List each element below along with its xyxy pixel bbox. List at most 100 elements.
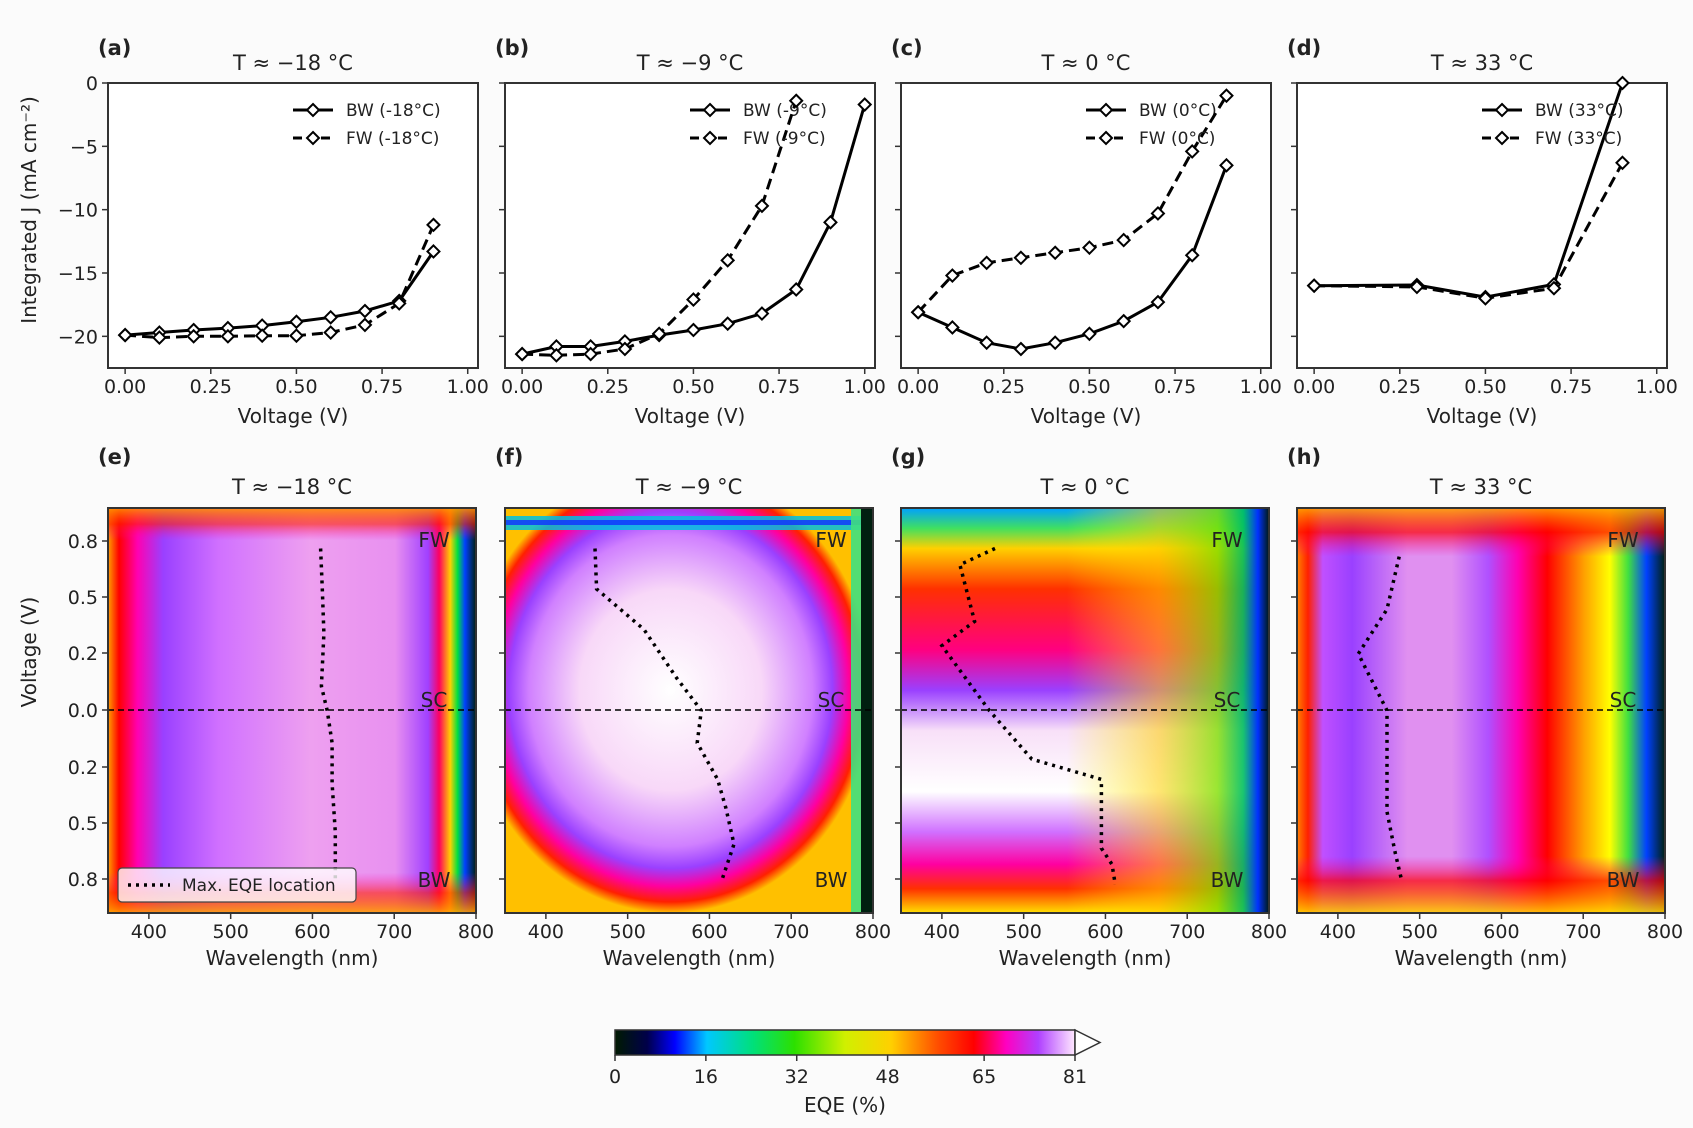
x-tick-label: 800 [458,921,494,943]
x-axis-label: Voltage (V) [1427,404,1538,428]
max-eqe-legend: Max. EQE location [117,867,357,903]
colorbar-tick-label: 0 [609,1066,621,1088]
y-tick-label: 0.8 [68,869,98,891]
panel-label: (b) [495,36,529,60]
data-point [426,244,441,259]
data-point [1047,245,1063,261]
x-axis-label: Wavelength (nm) [206,946,379,970]
x-tick-label: 500 [610,921,646,943]
data-point [1615,75,1630,91]
x-tick-label: 400 [924,921,960,943]
series-line [124,250,435,337]
x-tick-label: 800 [1251,921,1287,943]
data-point [254,328,270,344]
data-point [323,325,339,340]
eqe-map-panel-1: FW SC BW 0.8 0.5 0.2 0.0 0.2 0.5 0.8 400 500 600 700 8… [68,445,494,970]
eqe-map-panel-4: FW SC BW 400 500 600 700 800 Wavelength (nm) (h) T… [1287,445,1683,970]
x-tick-label: 500 [1402,921,1438,943]
bw-annotation: BW [1211,868,1244,892]
panel-label: (a) [98,36,131,60]
x-tick-label: 0.50 [672,376,714,398]
x-tick-label: 400 [1320,921,1356,943]
legend-marker [1494,130,1510,146]
data-point [788,282,804,297]
legend-label: Max. EQE location [182,876,336,896]
x-tick-label: 1.00 [844,376,886,398]
x-tick-label: 1.00 [1240,376,1282,398]
max-eqe-path [318,548,338,881]
plot-area [504,82,876,369]
panel-title: T ≈ 33 °C [1430,51,1533,75]
x-tick-label: 500 [213,921,249,943]
y-tick-label: −20 [58,326,98,348]
x-tick-label: 1.00 [1636,376,1678,398]
x-tick-label: 0.00 [1293,376,1335,398]
data-point [979,255,995,271]
x-tick-label: 600 [294,921,330,943]
x-axis-label: Voltage (V) [635,404,746,428]
data-point [1013,341,1029,357]
data-point [289,328,304,344]
x-tick-label: 0.25 [190,376,232,398]
bw-annotation: BW [418,868,451,892]
panel-title: T ≈ 33 °C [1429,475,1532,499]
panel-label: (e) [98,445,131,469]
x-tick-label: 400 [131,921,167,943]
y-tick-label: 0.2 [68,757,98,779]
x-tick-label: 0.50 [275,376,317,398]
eqe-map-panel-2: FW SC BW 400 500 600 700 800 Wavelength (nm) (f) T… [495,445,891,970]
jv-panel-3: 0.00 0.25 0.50 0.75 1.00 Voltage (V) (c) T ≈ 0 … [891,36,1282,428]
data-point [1478,290,1493,306]
data-point [617,341,633,357]
max-eqe-path [1356,556,1404,881]
data-point [1082,240,1097,256]
max-eqe-path [593,548,736,882]
data-point [514,346,530,362]
x-tick-label: 600 [1483,921,1519,943]
x-tick-label: 0.50 [1464,376,1506,398]
y-tick-label: 0.2 [68,643,98,665]
x-axis-label: Voltage (V) [238,404,349,428]
x-tick-label: 0.00 [897,376,939,398]
panel-title: T ≈ −9 °C [636,51,744,75]
x-tick-label: 0.50 [1068,376,1110,398]
data-point [1615,155,1630,171]
data-point [944,320,960,335]
x-axis-label: Wavelength (nm) [999,946,1172,970]
map-y-axis-label: Voltage (V) [17,597,41,708]
y-tick-label: −10 [58,200,98,222]
x-tick-label: 1.00 [447,376,489,398]
panel-title: T ≈ −18 °C [232,51,353,75]
legend-label: BW (0°C) [1139,101,1217,121]
legend-label: BW (-9°C) [743,101,827,121]
data-point [720,252,736,268]
x-tick-label: 600 [691,921,727,943]
eqe-contour-band [505,520,873,525]
x-tick-label: 600 [1087,921,1123,943]
legend-marker [702,130,718,146]
x-tick-label: 0.00 [104,376,146,398]
data-point [220,328,236,344]
legend-marker [1098,102,1114,118]
colorbar: 0 16 32 48 65 81 EQE (%) [609,1028,1102,1117]
bw-annotation: BW [815,868,848,892]
data-point [1219,157,1234,173]
data-point [117,327,133,343]
colorbar-label: EQE (%) [804,1093,886,1117]
legend-label: FW (33°C) [1535,129,1622,149]
series-fw: FW (0°C) [910,88,1234,320]
data-point [720,316,736,332]
legend-marker [702,102,718,118]
fw-annotation: FW [1211,528,1243,552]
x-tick-label: 700 [1565,921,1601,943]
data-point [357,303,373,319]
sc-annotation: SC [421,688,448,712]
data-point [289,314,304,330]
x-tick-label: 800 [1647,921,1683,943]
series-fw: FW (33°C) [1306,129,1630,306]
data-point [754,306,770,321]
data-point [1306,278,1322,294]
fw-annotation: FW [418,528,450,552]
panel-title: T ≈ −18 °C [231,475,352,499]
x-tick-label: 0.25 [587,376,629,398]
